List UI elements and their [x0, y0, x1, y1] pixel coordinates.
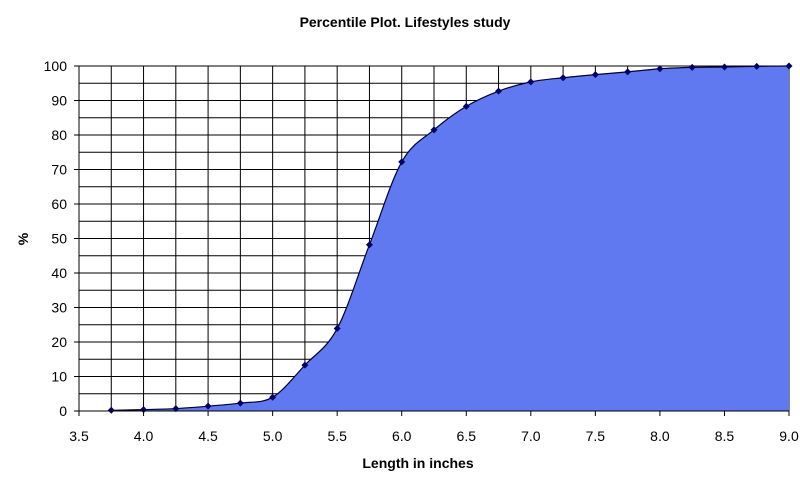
data-point — [430, 126, 438, 134]
y-tick-labels: 0 10 20 30 40 50 60 70 80 90 100 — [44, 58, 68, 419]
chart-title: Percentile Plot. Lifestyles study — [300, 14, 511, 30]
data-point — [462, 102, 470, 110]
axes — [74, 65, 790, 416]
y-tick-label: 10 — [51, 369, 67, 385]
data-point — [107, 406, 115, 414]
x-tick-label: 8.0 — [650, 428, 670, 444]
x-tick-label: 5.0 — [263, 428, 283, 444]
y-axis-label: % — [15, 232, 31, 245]
y-tick-label: 60 — [51, 196, 67, 212]
data-point — [333, 325, 341, 333]
x-axis-label: Length in inches — [362, 455, 473, 471]
x-tick-label: 6.0 — [392, 428, 412, 444]
data-point — [753, 62, 761, 70]
x-tick-label: 4.5 — [198, 428, 218, 444]
y-tick-label: 100 — [44, 58, 68, 74]
series-line — [111, 65, 790, 411]
data-point — [236, 399, 244, 407]
y-tick-label: 30 — [51, 300, 67, 316]
y-tick-label: 40 — [51, 265, 67, 281]
x-tick-labels: 3.5 4.0 4.5 5.0 5.5 6.0 6.5 7.0 7.5 8.0 8.5 9.0 — [69, 428, 799, 444]
data-point — [624, 68, 632, 76]
data-point — [269, 393, 277, 401]
area-fill — [111, 66, 790, 411]
data-point — [301, 361, 309, 369]
y-tick-label: 0 — [59, 403, 67, 419]
data-point — [365, 241, 373, 249]
y-tick-label: 70 — [51, 162, 67, 178]
data-point — [688, 63, 696, 71]
x-tick-label: 9.0 — [779, 428, 799, 444]
x-tick-label: 4.0 — [134, 428, 154, 444]
y-tick-label: 80 — [51, 127, 67, 143]
x-tick-label: 3.5 — [69, 428, 89, 444]
x-tick-label: 6.5 — [457, 428, 477, 444]
x-tick-label: 8.5 — [715, 428, 735, 444]
y-tick-label: 20 — [51, 334, 67, 350]
data-point — [495, 87, 503, 95]
x-tick-label: 7.0 — [521, 428, 541, 444]
data-point — [656, 65, 664, 73]
data-point — [172, 405, 180, 413]
data-point — [559, 74, 567, 82]
data-point — [785, 62, 793, 70]
data-point — [720, 63, 728, 71]
x-tick-label: 7.5 — [586, 428, 606, 444]
y-tick-label: 90 — [51, 93, 67, 109]
data-markers — [107, 62, 793, 414]
data-point — [204, 402, 212, 410]
data-point — [591, 71, 599, 79]
data-point — [398, 158, 406, 166]
y-tick-label: 50 — [51, 231, 67, 247]
x-tick-label: 5.5 — [327, 428, 347, 444]
data-point — [527, 78, 535, 86]
